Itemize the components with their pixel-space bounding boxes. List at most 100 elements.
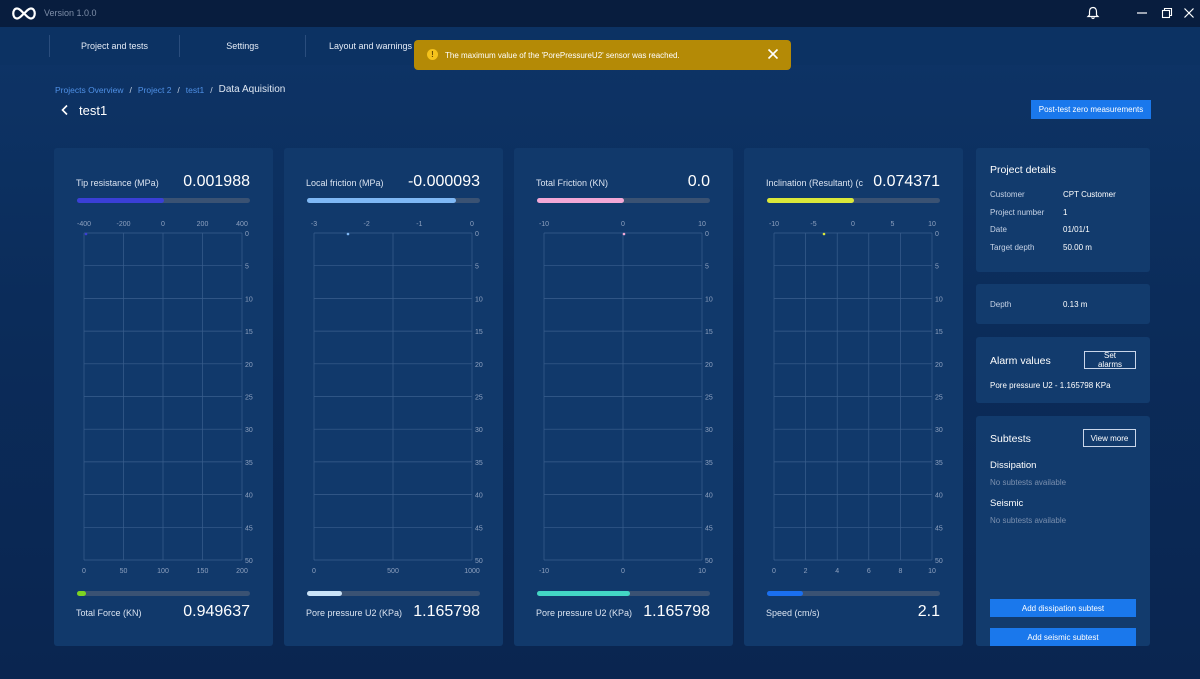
- x-tick-bottom-label: 10: [698, 568, 706, 575]
- x-tick-bottom-label: 0: [772, 568, 776, 575]
- panel-top-level-bar: [767, 198, 940, 203]
- data-point-marker: [822, 232, 826, 236]
- page-title: test1: [79, 103, 108, 118]
- panel-bottom-level-bar: [77, 591, 250, 596]
- breadcrumb-separator: /: [177, 84, 180, 95]
- depth-card: Depth 0.13 m: [976, 284, 1150, 324]
- depth-tick-label: 45: [245, 525, 253, 532]
- panel-top-label: Inclination (Resultant) (c: [766, 178, 864, 188]
- panel-top-level-bar-fill: [77, 198, 164, 203]
- x-tick-top-label: -2: [364, 221, 370, 228]
- nav-project-and-tests[interactable]: Project and tests: [49, 35, 179, 57]
- depth-tick-label: 30: [935, 427, 943, 434]
- post-test-zero-measurements-button[interactable]: Post-test zero measurements: [1031, 100, 1151, 119]
- depth-tick-label: 10: [705, 296, 713, 303]
- toast-close-icon[interactable]: [767, 48, 779, 60]
- panel-top-label: Local friction (MPa): [306, 178, 384, 188]
- panel-bottom-level-bar: [767, 591, 940, 596]
- panel-top-label: Total Friction (KN): [536, 178, 609, 188]
- depth-tick-label: 45: [935, 525, 943, 532]
- detail-value: 01/01/1: [1063, 225, 1090, 234]
- depth-tick-label: 20: [705, 362, 713, 369]
- panel-bottom-label: Total Force (KN): [76, 608, 142, 618]
- x-tick-top-label: 10: [928, 221, 936, 228]
- x-tick-bottom-label: 6: [867, 568, 871, 575]
- sensor-panel-local-friction: Local friction (MPa) -0.000093 0 5 10 15 20 25 3…: [284, 148, 503, 646]
- depth-tick-label: 15: [245, 329, 253, 336]
- depth-tick-label: 25: [935, 395, 943, 402]
- add-dissipation-subtest-button[interactable]: Add dissipation subtest: [990, 599, 1136, 617]
- depth-tick-label: 0: [475, 231, 479, 238]
- minimize-icon[interactable]: [1135, 6, 1149, 20]
- x-tick-top-label: 0: [161, 221, 165, 228]
- project-details-card: Project details Customer CPT Customer Pr…: [976, 148, 1150, 272]
- depth-tick-label: 50: [935, 558, 943, 565]
- data-point-marker: [622, 232, 626, 236]
- seismic-empty: No subtests available: [990, 516, 1067, 525]
- panel-bottom-level-bar: [537, 591, 710, 596]
- nav-layout-and-warnings[interactable]: Layout and warnings: [305, 35, 435, 57]
- detail-value: 50.00 m: [1063, 243, 1092, 252]
- dissipation-heading: Dissipation: [990, 460, 1037, 471]
- x-tick-top-label: 0: [851, 221, 855, 228]
- chevron-left-icon[interactable]: [60, 104, 70, 116]
- toast-message: The maximum value of the 'PorePressureU2…: [445, 51, 680, 60]
- x-tick-bottom-label: 150: [197, 568, 209, 575]
- x-tick-top-label: 10: [698, 221, 706, 228]
- breadcrumb-current: Data Aquisition: [218, 84, 286, 95]
- restore-icon[interactable]: [1160, 6, 1174, 20]
- depth-tick-label: 35: [475, 460, 483, 467]
- x-tick-top-label: 200: [197, 221, 209, 228]
- x-tick-top-label: -1: [416, 221, 422, 228]
- panel-top-level-bar: [307, 198, 480, 203]
- x-tick-top-label: 400: [236, 221, 248, 228]
- set-alarms-button[interactable]: Set alarms: [1084, 351, 1136, 369]
- nav-settings[interactable]: Settings: [179, 35, 305, 57]
- add-seismic-subtest-button[interactable]: Add seismic subtest: [990, 628, 1136, 646]
- breadcrumb-project[interactable]: Project 2: [137, 84, 172, 95]
- close-window-icon[interactable]: [1182, 6, 1196, 20]
- infinity-logo-icon: [12, 7, 36, 20]
- warning-toast: ! The maximum value of the 'PorePressure…: [414, 40, 791, 70]
- depth-plot: 0 5 10 15 20 25 30 35 40 45 50 -10 0 10 -10 0 10: [539, 221, 713, 575]
- panel-top-value: -0.000093: [407, 173, 480, 190]
- x-tick-bottom-label: 1000: [464, 568, 480, 575]
- depth-tick-label: 35: [245, 460, 253, 467]
- x-tick-bottom-label: 0: [312, 568, 316, 575]
- view-more-button[interactable]: View more: [1083, 429, 1136, 447]
- data-point-marker: [84, 232, 88, 236]
- bell-icon[interactable]: [1086, 6, 1100, 20]
- x-tick-top-label: 5: [891, 221, 895, 228]
- x-tick-top-label: -5: [810, 221, 816, 228]
- x-tick-bottom-label: 0: [621, 568, 625, 575]
- depth-tick-label: 5: [475, 264, 479, 271]
- x-tick-bottom-label: 500: [387, 568, 399, 575]
- x-tick-bottom-label: 0: [82, 568, 86, 575]
- sensor-panel-inclination: Inclination (Resultant) (c 0.074371 0 5 10 15…: [744, 148, 963, 646]
- depth-tick-label: 10: [935, 296, 943, 303]
- app-version: Version 1.0.0: [44, 8, 97, 18]
- depth-tick-label: 0: [245, 231, 249, 238]
- x-tick-top-label: 0: [470, 221, 474, 228]
- depth-tick-label: 30: [705, 427, 713, 434]
- subtests-title: Subtests: [990, 433, 1031, 445]
- alarm-values-title: Alarm values: [990, 355, 1051, 367]
- breadcrumb-test[interactable]: test1: [185, 84, 205, 95]
- x-tick-top-label: -200: [116, 221, 130, 228]
- depth-tick-label: 50: [245, 558, 253, 565]
- depth-tick-label: 30: [245, 427, 253, 434]
- depth-key: Depth: [990, 300, 1012, 309]
- x-tick-bottom-label: 100: [157, 568, 169, 575]
- title-bar: Version 1.0.0: [0, 0, 1200, 27]
- panel-bottom-level-bar-fill: [767, 591, 804, 596]
- panel-bottom-value: 1.165798: [643, 603, 710, 620]
- panel-bottom-level-bar-fill: [77, 591, 86, 596]
- panel-top-value: 0.0: [687, 173, 710, 190]
- warning-icon: !: [427, 49, 438, 60]
- breadcrumb-projects-overview[interactable]: Projects Overview: [55, 84, 124, 95]
- detail-key: Target depth: [990, 243, 1035, 252]
- breadcrumb-separator: /: [210, 84, 213, 95]
- panel-top-level-bar: [537, 198, 710, 203]
- x-tick-bottom-label: 10: [928, 568, 936, 575]
- x-tick-bottom-label: -10: [539, 568, 549, 575]
